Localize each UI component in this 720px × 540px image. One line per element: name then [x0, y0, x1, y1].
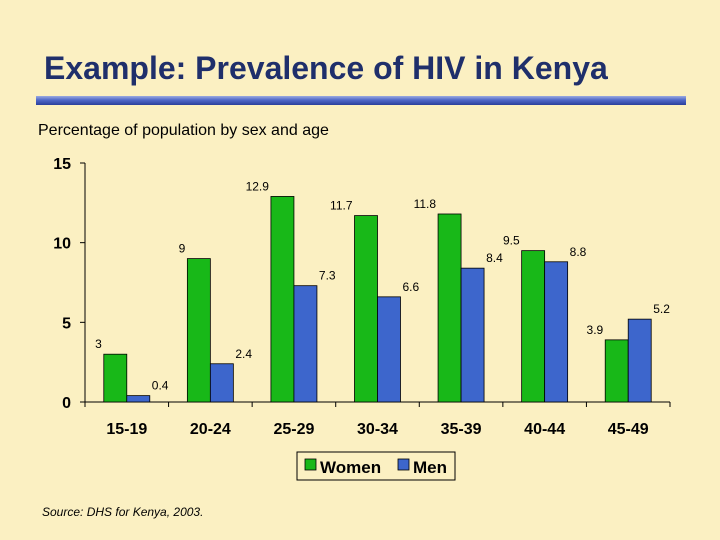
men-bar-15-19 [126, 395, 151, 403]
x-tick-label: 40-44 [524, 421, 565, 438]
men-bar-45-49 [627, 318, 652, 403]
men-data-label: 8.8 [570, 245, 587, 259]
men-data-label: 6.6 [403, 280, 420, 294]
x-tick-label: 25-29 [273, 421, 314, 438]
women-bar-45-49 [604, 339, 629, 403]
women-data-label: 9 [179, 242, 186, 256]
legend-swatch-men [397, 458, 410, 471]
women-data-label: 3.9 [587, 323, 604, 337]
y-tick-label: 15 [53, 156, 71, 173]
women-bar-40-44 [521, 250, 546, 403]
chart-subtitle: Percentage of population by sex and age [38, 122, 329, 139]
men-bar-30-34 [377, 296, 401, 403]
women-bar-15-19 [103, 353, 128, 403]
x-tick-label: 45-49 [608, 421, 649, 438]
women-bar-30-34 [354, 215, 378, 403]
women-data-label: 11.7 [330, 199, 353, 213]
x-tick-label: 30-34 [357, 421, 398, 438]
women-bar-35-39 [437, 213, 462, 403]
women-data-label: 11.8 [414, 197, 437, 211]
x-tick-label: 35-39 [441, 421, 482, 438]
legend-label-men: Men [413, 458, 447, 477]
title-underline [36, 96, 686, 105]
legend-box [296, 451, 456, 481]
x-tick-label: 15-19 [106, 421, 147, 438]
x-tick-label: 20-24 [190, 421, 231, 438]
source-note: Source: DHS for Kenya, 2003. [42, 505, 204, 519]
men-data-label: 7.3 [319, 269, 336, 283]
men-data-label: 8.4 [486, 251, 503, 265]
women-bar-25-29 [270, 196, 295, 403]
legend-swatch-women [304, 458, 317, 471]
women-data-label: 3 [95, 337, 102, 351]
y-tick-label: 5 [62, 315, 71, 332]
women-data-label: 12.9 [246, 179, 270, 193]
y-tick-label: 10 [53, 236, 71, 253]
men-bar-35-39 [460, 267, 485, 403]
y-tick-label: 0 [62, 395, 71, 412]
men-data-label: 2.4 [235, 347, 252, 361]
men-bar-20-24 [209, 363, 234, 403]
men-data-label: 0.4 [152, 379, 169, 393]
women-bar-20-24 [186, 258, 211, 403]
men-bar-40-44 [544, 261, 569, 403]
slide-title: Example: Prevalence of HIV in Kenya [44, 50, 608, 86]
women-data-label: 9.5 [503, 234, 520, 248]
men-data-label: 5.2 [653, 302, 670, 316]
men-bar-25-29 [293, 285, 318, 403]
legend-label-women: Women [320, 458, 381, 477]
